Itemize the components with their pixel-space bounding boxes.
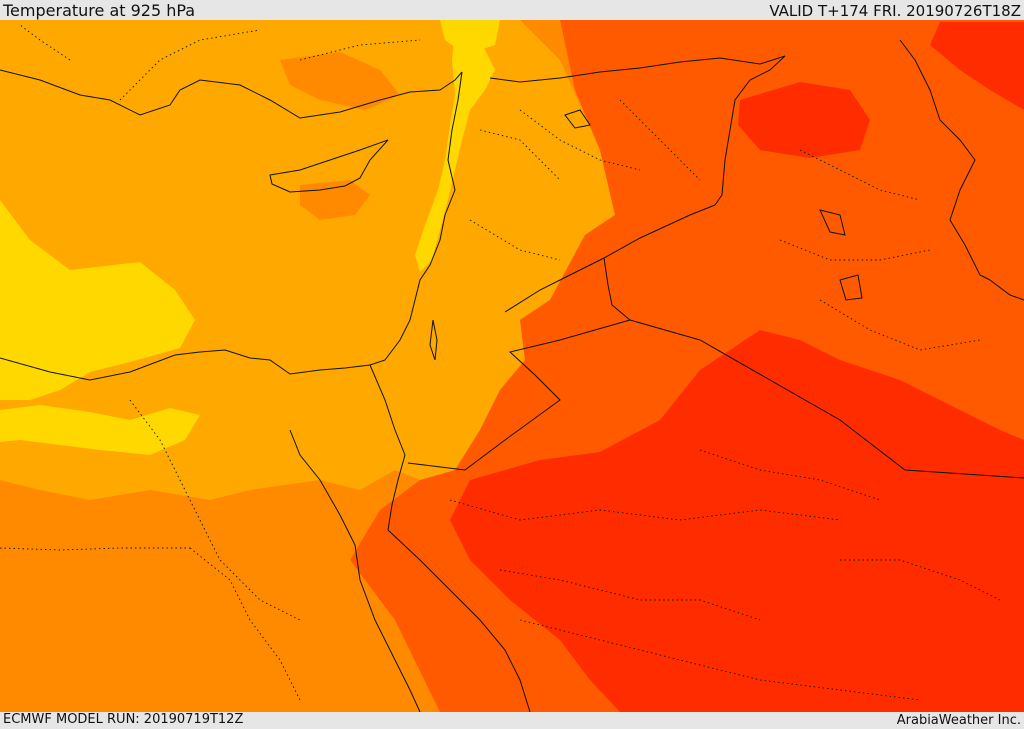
red-zone-south — [450, 330, 1024, 712]
coastlines — [0, 69, 1024, 712]
admin-line-8 — [129, 399, 301, 621]
admin-line-10 — [189, 547, 301, 701]
yellow-zone-levant — [415, 30, 495, 272]
lake-milh — [839, 274, 863, 301]
turkey-south-coast — [0, 69, 463, 119]
admin-line-4 — [519, 109, 641, 171]
valid-time: VALID T+174 FRI. 20190726T18Z — [769, 2, 1021, 20]
orange-patch-anatolia — [280, 52, 400, 110]
egypt-north-coast — [0, 349, 371, 381]
admin-line-16 — [479, 129, 561, 181]
dead-sea — [429, 319, 438, 361]
footer-bar: ECMWF MODEL RUN: 20190719T12Z ArabiaWeat… — [0, 712, 1024, 729]
red-sea-east — [387, 529, 531, 712]
red-zone-north — [738, 82, 870, 158]
admin-line-18 — [19, 24, 71, 61]
admin-line-1 — [119, 29, 261, 101]
admin-line-17 — [469, 219, 561, 261]
header-bar: Temperature at 925 hPa VALID T+174 FRI. … — [0, 0, 1024, 20]
yellow-zone-west — [0, 200, 195, 400]
lake-assad — [564, 109, 591, 129]
admin-line-13 — [519, 619, 921, 701]
model-run-label: ECMWF MODEL RUN: 20190719T12Z — [3, 712, 244, 727]
border-egypt-israel — [369, 364, 406, 456]
admin-line-3 — [619, 99, 701, 181]
border-syria-iraq — [714, 55, 786, 206]
border-iraq-iran — [899, 39, 991, 281]
gulf-of-suez — [289, 429, 356, 546]
red-sea-west — [354, 544, 421, 712]
temperature-map[interactable] — [0, 20, 1024, 712]
border-syria-turkey — [489, 55, 786, 83]
admin-line-11 — [449, 499, 841, 521]
persian-gulf-coast — [989, 279, 1024, 301]
country-borders — [369, 39, 1024, 479]
red-zone-east — [930, 22, 1024, 110]
border-iraq-saudi — [629, 319, 1024, 479]
cyprus — [269, 139, 389, 193]
map-title: Temperature at 925 hPa — [3, 1, 196, 20]
levant-coast — [369, 71, 463, 366]
lake-tharthar — [819, 209, 846, 236]
admin-line-12 — [499, 569, 761, 621]
admin-line-9 — [0, 547, 190, 551]
admin-boundaries — [0, 24, 1001, 701]
orange-patch-sinai — [300, 580, 395, 712]
border-jordan-iraq — [603, 257, 631, 321]
gulf-of-aqaba — [387, 454, 406, 531]
yellow-zone-delta — [0, 405, 200, 455]
admin-line-14 — [699, 449, 881, 501]
credit-label: ArabiaWeather Inc. — [896, 713, 1021, 728]
border-jordan-saudi — [407, 319, 631, 471]
yellow-zone-north — [440, 20, 500, 55]
